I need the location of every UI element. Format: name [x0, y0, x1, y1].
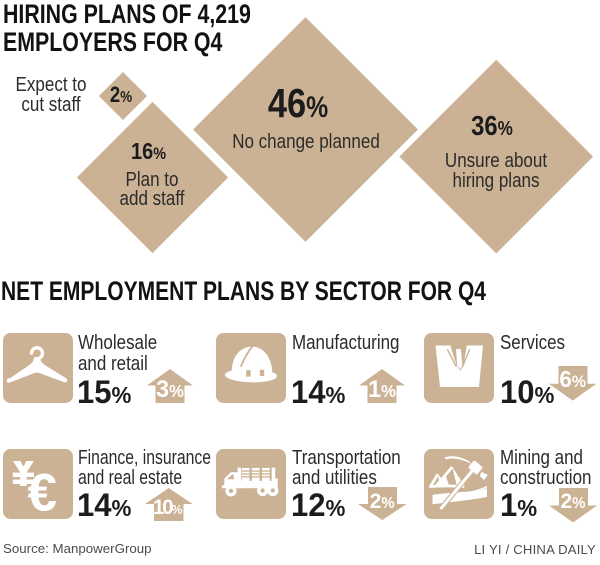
svg-text:€: €	[28, 463, 57, 519]
